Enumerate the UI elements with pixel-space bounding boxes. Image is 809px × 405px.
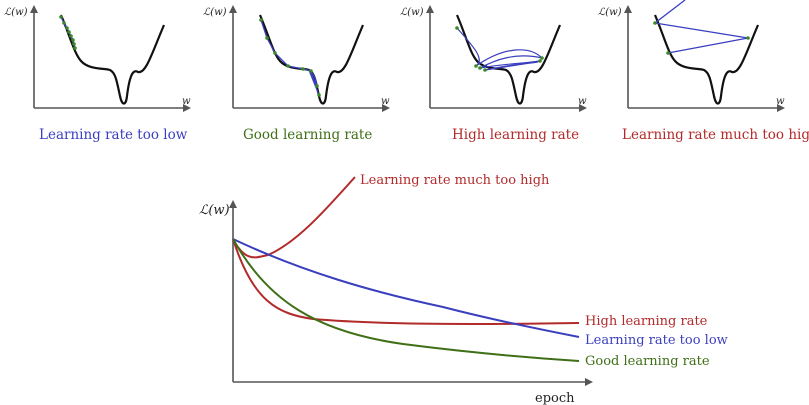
panel-3-steps	[456, 27, 543, 71]
curve-much-too-high	[232, 176, 356, 259]
panel-much-too-high: ℒ(w) w	[598, 0, 785, 112]
big-y-label: ℒ(w)	[199, 203, 230, 218]
panel-high: ℒ(w) w	[400, 5, 587, 112]
panel-2-x-label: w	[381, 96, 390, 107]
panel-1-x-label: w	[182, 96, 191, 107]
panel-1-caption: Learning rate too low	[39, 127, 188, 143]
panel-4-steps	[653, 0, 749, 54]
panel-3-x-label: w	[578, 96, 587, 107]
panel-good: ℒ(w) w	[203, 5, 390, 112]
curve-high	[232, 238, 580, 325]
panel-1-step-points	[59, 15, 77, 50]
panel-4-loss-curve	[653, 13, 760, 105]
panel-2-step-points	[259, 18, 321, 97]
curve-too-low	[232, 238, 580, 338]
label-too-low: Learning rate too low	[585, 333, 728, 348]
panel-3-loss-curve	[455, 13, 562, 105]
panel-2-loss-curve	[258, 13, 365, 105]
panel-3-caption: High learning rate	[452, 127, 579, 143]
panel-4-caption: Learning rate much too high	[622, 127, 809, 143]
panel-2-steps	[260, 19, 320, 96]
panel-1-y-label: ℒ(w)	[4, 7, 28, 18]
panel-1-loss-curve	[59, 13, 166, 105]
panel-4-y-label: ℒ(w)	[598, 7, 622, 18]
panel-2-caption: Good learning rate	[243, 127, 372, 143]
label-good: Good learning rate	[585, 354, 710, 369]
label-high: High learning rate	[585, 314, 708, 329]
big-x-label: epoch	[535, 391, 575, 405]
label-much-too-high: Learning rate much too high	[360, 173, 550, 188]
panel-too-low: ℒ(w) w	[4, 5, 191, 112]
panel-2-y-label: ℒ(w)	[203, 7, 227, 18]
big-plot: ℒ(w) epoch	[199, 176, 593, 405]
panel-4-x-label: w	[776, 96, 785, 107]
panel-3-step-points	[455, 26, 544, 72]
curve-good	[232, 238, 580, 362]
panel-3-y-label: ℒ(w)	[400, 7, 424, 18]
panel-4-step-points	[653, 21, 750, 55]
